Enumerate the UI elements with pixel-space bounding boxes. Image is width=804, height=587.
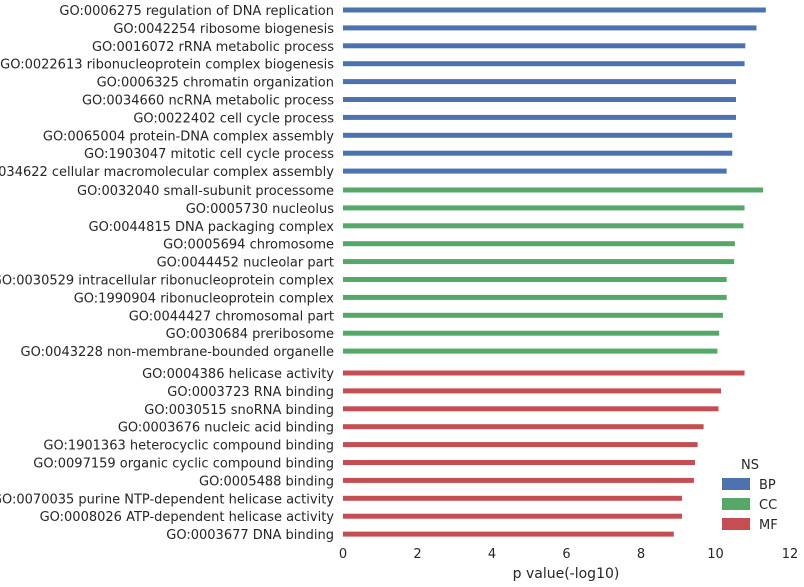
category-label: GO:0030529 intracellular ribonucleoprote…	[0, 274, 334, 289]
category-label: GO:1901363 heterocyclic compound binding	[43, 439, 334, 454]
category-label: GO:0044427 chromosomal part	[129, 309, 334, 324]
bar-cc-7	[343, 312, 723, 318]
bar-bp-0	[343, 7, 766, 13]
bar-bp-8	[343, 150, 733, 156]
bar-cc-8	[343, 330, 720, 336]
bar-bp-5	[343, 97, 736, 102]
category-label: GO:0005730 nucleolus	[186, 202, 335, 217]
category-label: GO:0097159 organic cyclic compound bindi…	[33, 457, 334, 472]
legend: NS BP CC MF	[722, 458, 778, 533]
x-axis-ticks: 0 2 4 6 8 10 12	[339, 547, 798, 562]
category-label: GO:0003723 RNA binding	[167, 385, 334, 400]
legend-label-mf: MF	[759, 518, 778, 533]
category-label: GO:0065004 protein-DNA complex assembly	[43, 129, 334, 144]
category-label: GO:0006275 regulation of DNA replication	[59, 4, 334, 19]
legend-title: NS	[741, 458, 759, 473]
bar-cc-9	[343, 348, 718, 354]
category-label: GO:0044452 nucleolar part	[157, 256, 334, 271]
x-tick-label: 10	[707, 547, 724, 562]
category-label: GO:0005488 binding	[199, 474, 334, 489]
bar-bp-6	[343, 114, 736, 120]
bar-mf-8	[343, 513, 682, 519]
bar-mf-7	[343, 495, 682, 501]
legend-label-cc: CC	[759, 498, 777, 513]
x-tick-label: 0	[339, 547, 347, 562]
category-label: GO:0070035 purine NTP-dependent helicase…	[0, 492, 334, 507]
x-tick-label: 8	[637, 547, 645, 562]
category-label: GO:0008026 ATP-dependent helicase activi…	[40, 510, 335, 525]
bar-mf-3	[343, 424, 704, 430]
category-label: GO:0034622 cellular macromolecular compl…	[0, 165, 334, 180]
category-label: GO:0004386 helicase activity	[142, 367, 334, 382]
legend-swatch-cc	[722, 498, 750, 510]
legend-label-bp: BP	[759, 478, 776, 493]
category-label: GO:0032040 small-subunit processome	[77, 184, 334, 199]
bar-cc-3	[343, 241, 735, 247]
category-label: GO:0043228 non-membrane-bounded organell…	[21, 345, 335, 360]
legend-swatch-bp	[722, 478, 750, 490]
bar-cc-2	[343, 223, 744, 229]
bar-mf-5	[343, 460, 696, 465]
x-tick-label: 12	[782, 547, 799, 562]
x-tick-label: 6	[562, 547, 570, 562]
category-label: GO:0005694 chromosome	[163, 238, 334, 253]
x-tick-label: 4	[488, 547, 496, 562]
bars	[343, 7, 766, 537]
category-label: GO:0030684 preribosome	[166, 327, 334, 342]
category-label: GO:0022402 cell cycle process	[133, 111, 334, 126]
category-label: GO:0044815 DNA packaging complex	[89, 220, 335, 235]
bar-bp-3	[343, 61, 745, 67]
bar-mf-0	[343, 370, 745, 376]
bar-cc-6	[343, 294, 727, 300]
category-label: GO:1903047 mitotic cell cycle process	[84, 147, 334, 162]
bar-mf-4	[343, 442, 698, 448]
bar-bp-2	[343, 43, 746, 49]
bar-bp-9	[343, 168, 727, 174]
category-label: GO:0042254 ribosome biogenesis	[113, 22, 334, 37]
x-axis-label: p value(-log10)	[513, 566, 620, 582]
category-labels: GO:0006275 regulation of DNA replication…	[0, 4, 334, 543]
category-label: GO:0016072 rRNA metabolic process	[92, 40, 334, 55]
bar-cc-1	[343, 205, 745, 211]
bar-bp-4	[343, 79, 736, 85]
bar-cc-0	[343, 187, 764, 193]
x-tick-label: 2	[413, 547, 421, 562]
bar-mf-1	[343, 388, 722, 394]
bar-cc-5	[343, 277, 727, 282]
bar-cc-4	[343, 259, 735, 265]
bar-mf-9	[343, 531, 674, 537]
bar-bp-1	[343, 25, 757, 31]
category-label: GO:0003676 nucleic acid binding	[118, 421, 334, 436]
legend-swatch-mf	[722, 518, 750, 530]
category-label: GO:0022613 ribonucleoprotein complex bio…	[0, 58, 334, 73]
category-label: GO:0030515 snoRNA binding	[144, 403, 334, 418]
bar-mf-2	[343, 406, 719, 412]
category-label: GO:0006325 chromatin organization	[97, 76, 334, 91]
category-label: GO:1990904 ribonucleoprotein complex	[74, 291, 335, 306]
bar-mf-6	[343, 477, 694, 483]
bar-bp-7	[343, 132, 733, 138]
category-label: GO:0003677 DNA binding	[166, 528, 334, 543]
category-label: GO:0034660 ncRNA metabolic process	[82, 94, 334, 109]
